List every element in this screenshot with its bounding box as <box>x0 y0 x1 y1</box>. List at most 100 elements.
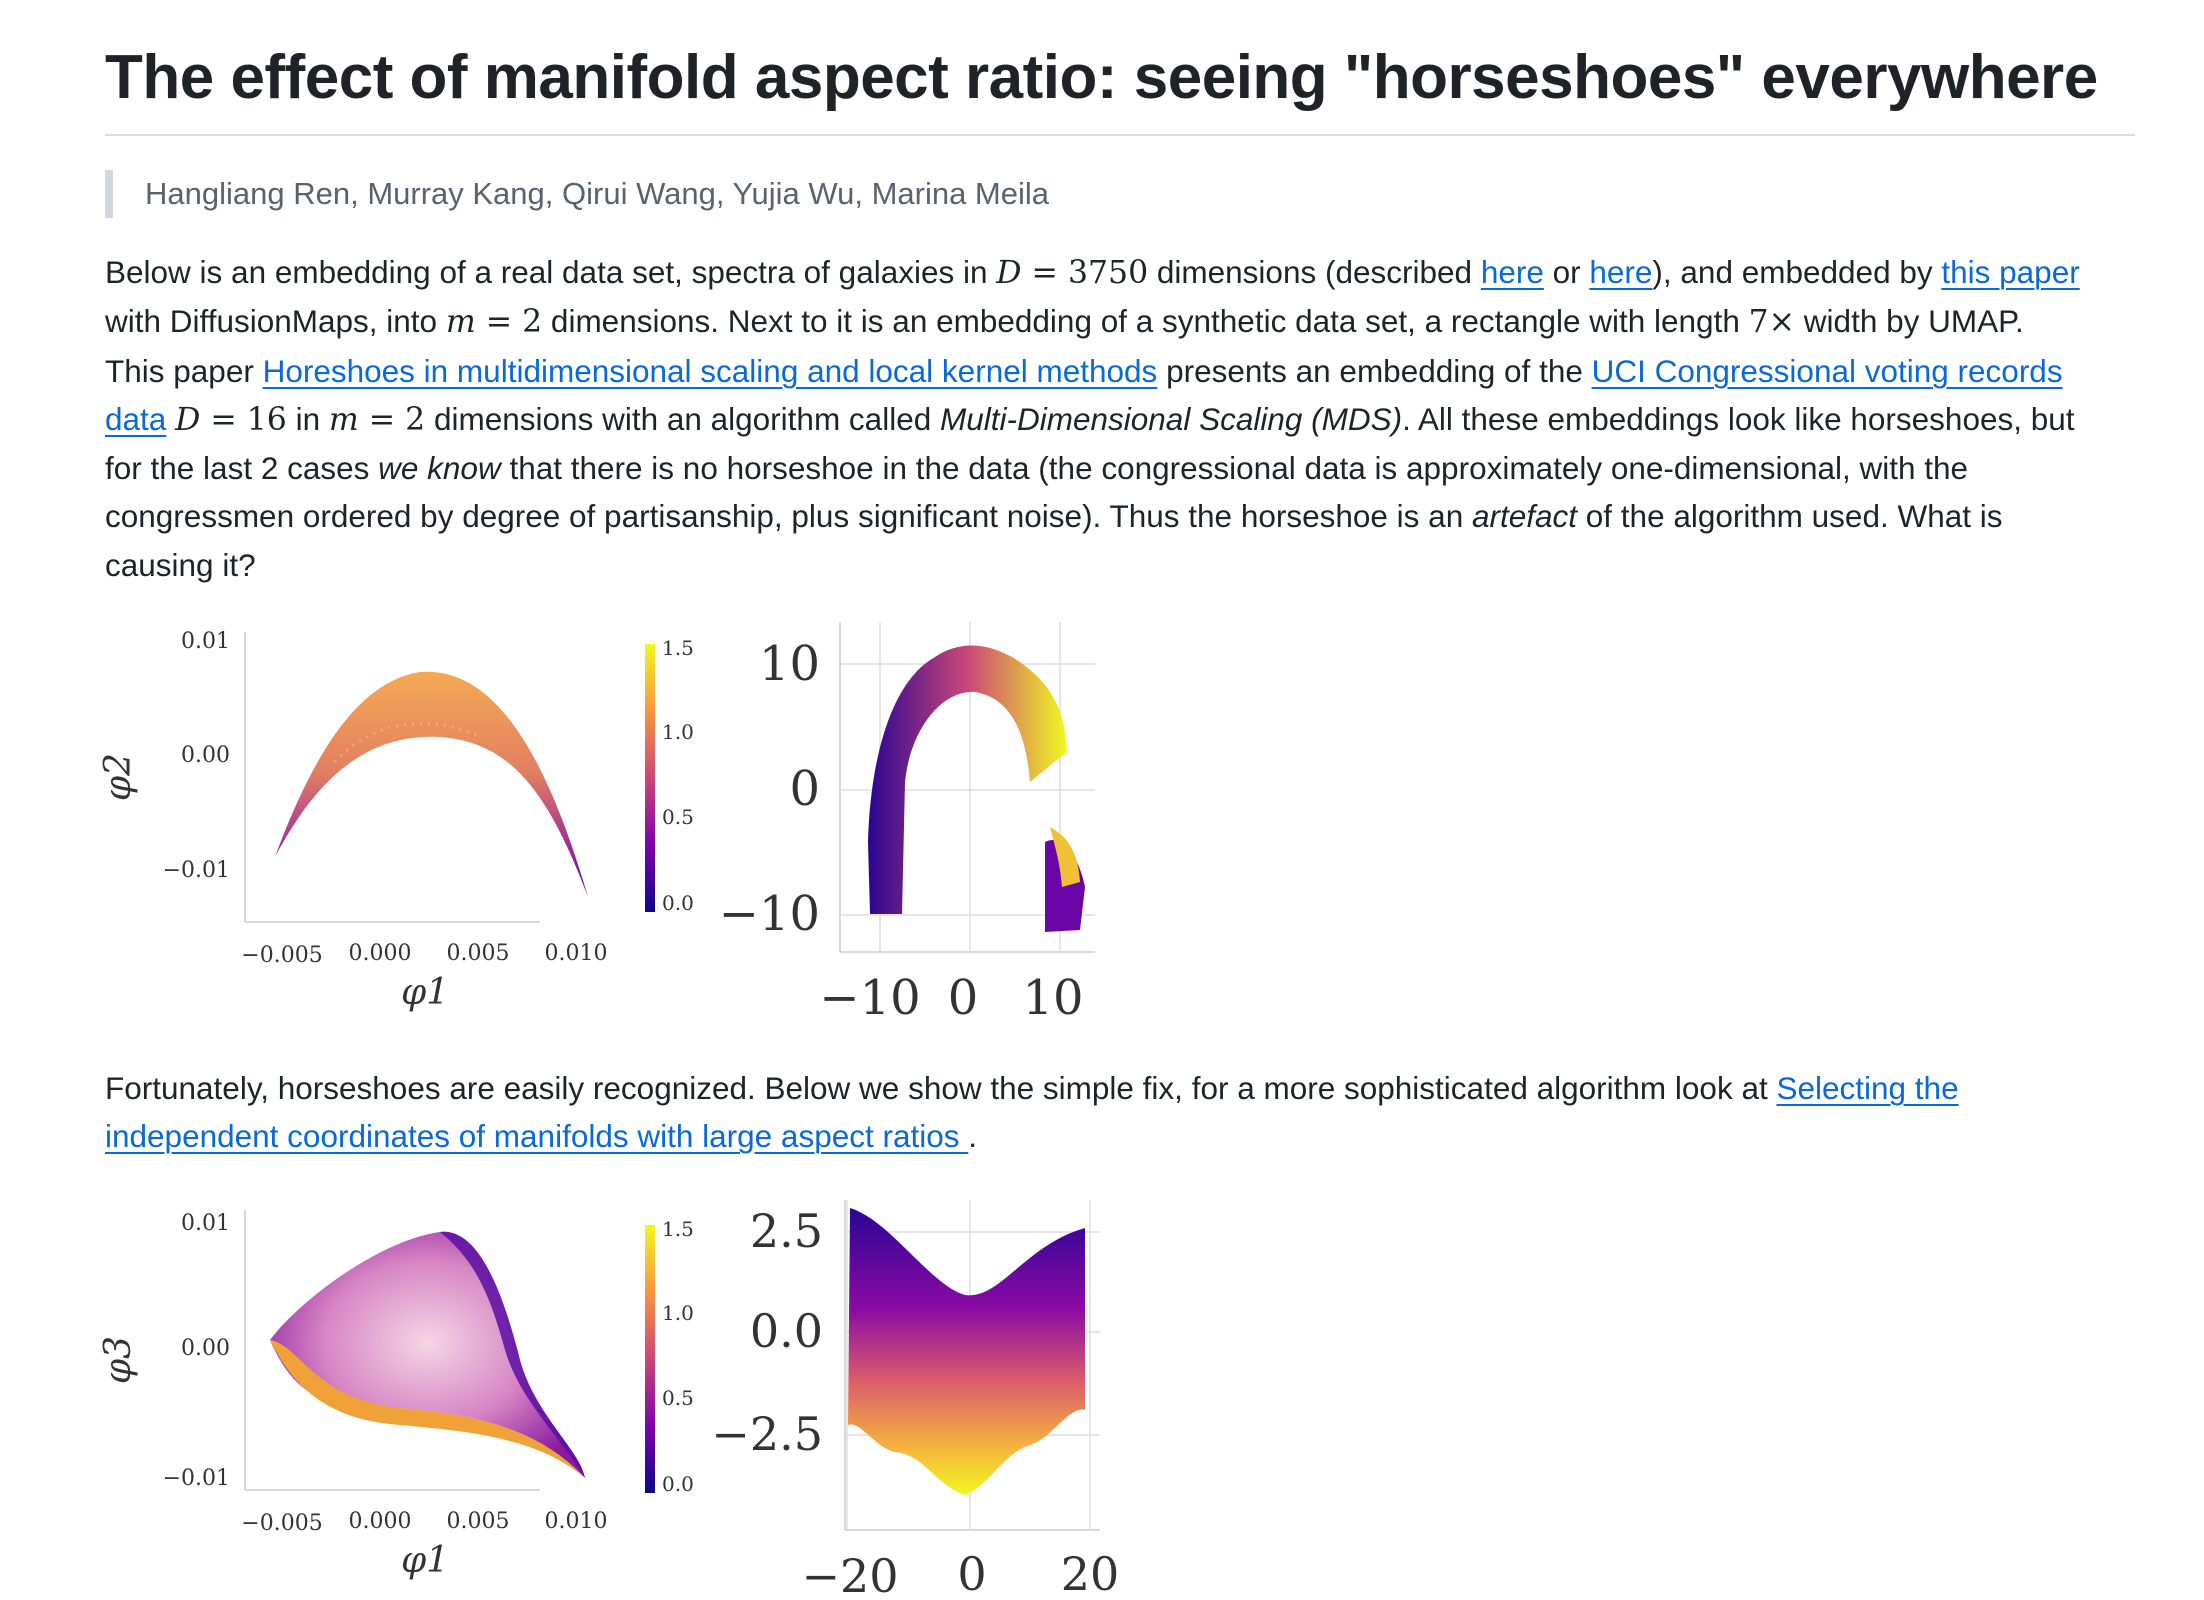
emphasis: we know <box>378 450 501 487</box>
math-D: D <box>996 255 1022 291</box>
y-tick: 0 <box>789 761 820 817</box>
y-tick: 0.01 <box>181 1211 230 1236</box>
x-tick: 0.010 <box>545 1509 608 1534</box>
text: . All these embeddings look like horsesh… <box>1402 400 2075 437</box>
text: in <box>286 400 329 437</box>
x-tick: 0 <box>948 970 979 1022</box>
colorbar-tick: 1.0 <box>662 720 694 744</box>
fix-paragraph: Fortunately, horseshoes are easily recog… <box>105 1064 2145 1161</box>
figure-umap-rectangle-fixed: 2.5 0.0 −2.5 −20 0 20 <box>711 1200 1120 1600</box>
y-tick: −0.01 <box>163 858 230 883</box>
x-tick: 0.010 <box>545 941 608 966</box>
para-line: Below is an embedding of a real data set… <box>105 248 2145 297</box>
math-value: = 2 <box>358 401 426 438</box>
x-tick: 0.000 <box>349 941 412 966</box>
text: dimensions. Next to it is an embedding o… <box>542 303 1749 340</box>
math-value: 7× <box>1748 304 1796 341</box>
colorbar <box>645 644 655 912</box>
math-value: = 2 <box>475 304 543 341</box>
figure-galaxy-embedding-fixed: 0.01 0.00 −0.01 −0.005 0.000 0.005 0.010… <box>100 1210 694 1581</box>
colorbar-tick: 1.0 <box>662 1301 694 1325</box>
y-tick: 0.01 <box>181 629 230 654</box>
y-tick: 10 <box>759 636 820 692</box>
y-tick: 0.0 <box>750 1304 823 1358</box>
colorbar <box>645 1225 655 1493</box>
x-tick: 20 <box>1061 1547 1120 1600</box>
math-m: m <box>328 401 359 438</box>
text: that there is no horseshoe in the data (… <box>500 450 1969 487</box>
link-uci-voting-cont[interactable]: data <box>105 400 167 437</box>
link-uci-voting[interactable]: UCI Congressional voting records <box>1591 352 2063 389</box>
para-line: independent coordinates of manifolds wit… <box>105 1112 2145 1160</box>
text: of the algorithm used. What is <box>1577 498 2003 535</box>
para-line: Fortunately, horseshoes are easily recog… <box>105 1064 2145 1112</box>
x-tick: −20 <box>801 1549 898 1600</box>
x-tick: 0 <box>957 1547 986 1600</box>
y-tick: 2.5 <box>750 1204 823 1258</box>
para-line: congressmen ordered by degree of partisa… <box>105 492 2145 540</box>
colorbar-tick: 0.0 <box>662 891 694 915</box>
title-divider <box>105 134 2135 136</box>
link-here-1[interactable]: here <box>1480 254 1544 290</box>
colorbar-tick: 1.5 <box>662 1217 694 1241</box>
text: congressmen ordered by degree of partisa… <box>105 498 1472 535</box>
text: for the last 2 cases <box>105 450 379 487</box>
math-value: = 16 <box>200 401 287 438</box>
page-title: The effect of manifold aspect ratio: see… <box>105 43 2098 112</box>
intro-paragraph: Below is an embedding of a real data set… <box>105 248 2145 589</box>
horseshoe-scatter <box>275 671 588 897</box>
link-horseshoes-paper[interactable]: Horeshoes in multidimensional scaling an… <box>262 352 1158 389</box>
text: Fortunately, horseshoes are easily recog… <box>105 1070 1777 1106</box>
x-tick: 0.005 <box>447 941 510 966</box>
x-tick: −0.005 <box>241 943 322 968</box>
authors-blockquote: Hangliang Ren, Murray Kang, Qirui Wang, … <box>105 170 1049 218</box>
figure-galaxy-embedding: 0.01 0.00 −0.01 −0.005 0.000 0.005 0.010… <box>100 629 694 1013</box>
y-axis-label: φ3 <box>100 1336 139 1384</box>
text: This paper <box>105 352 263 389</box>
x-tick: −0.005 <box>241 1511 322 1536</box>
y-axis-label: φ2 <box>100 753 139 801</box>
colorbar-tick: 0.5 <box>662 805 694 829</box>
x-tick: −10 <box>819 970 920 1022</box>
umap-arch-scatter <box>868 645 1067 914</box>
colorbar-tick: 0.0 <box>662 1472 694 1496</box>
x-axis-label: φ1 <box>401 1540 449 1581</box>
link-here-2[interactable]: here <box>1589 254 1653 290</box>
umap-leg-highlight <box>1050 827 1080 887</box>
text: causing it? <box>105 546 256 583</box>
link-selecting-coordinates[interactable]: Selecting the <box>1776 1070 1959 1106</box>
text: with DiffusionMaps, into <box>105 303 446 340</box>
para-line: causing it? <box>105 541 2145 589</box>
y-tick: −10 <box>720 886 820 942</box>
para-line: data D = 16 in m = 2 dimensions with an … <box>105 395 2145 444</box>
y-tick: 0.00 <box>181 1336 230 1361</box>
link-this-paper[interactable]: this paper <box>1941 254 2080 290</box>
figure-umap-rectangle: 10 0 −10 −10 0 10 <box>720 622 1095 1022</box>
text: or <box>1543 254 1590 290</box>
text: . <box>968 1118 978 1155</box>
colorbar-tick: 1.5 <box>662 636 694 660</box>
x-axis-label: φ1 <box>401 972 449 1013</box>
x-tick: 10 <box>1022 970 1083 1022</box>
link-selecting-coordinates-cont[interactable]: independent coordinates of manifolds wit… <box>105 1118 969 1155</box>
colorbar-tick: 0.5 <box>662 1386 694 1410</box>
emphasis: artefact <box>1471 498 1578 535</box>
y-tick: −2.5 <box>711 1407 823 1461</box>
umap-band-scatter <box>848 1208 1085 1495</box>
math-m: m <box>445 304 476 341</box>
x-tick: 0.000 <box>349 1509 412 1534</box>
para-line: with DiffusionMaps, into m = 2 dimension… <box>105 297 2145 346</box>
authors-text: Hangliang Ren, Murray Kang, Qirui Wang, … <box>145 176 1050 211</box>
y-tick: −0.01 <box>163 1466 230 1491</box>
blob-scatter <box>270 1231 585 1478</box>
y-tick: 0.00 <box>181 743 230 768</box>
math-value: = 3750 <box>1021 255 1149 291</box>
para-line: This paper Horeshoes in multidimensional… <box>105 347 2145 395</box>
para-line: for the last 2 cases we know that there … <box>105 444 2145 492</box>
emphasis: Multi-Dimensional Scaling (MDS) <box>940 400 1403 437</box>
text: Below is an embedding of a real data set… <box>105 254 997 290</box>
blob-right-edge <box>440 1231 585 1478</box>
text: ), and embedded by <box>1652 254 1942 290</box>
text: width by UMAP. <box>1795 303 2024 340</box>
text: presents an embedding of the <box>1157 352 1592 389</box>
